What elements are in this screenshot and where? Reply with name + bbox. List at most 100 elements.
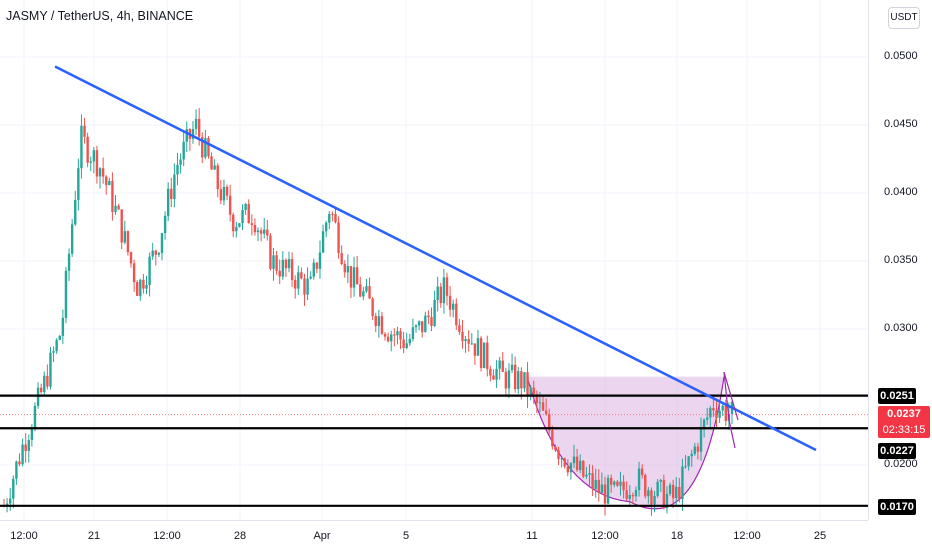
candle-body — [315, 262, 319, 269]
price-tick: 0.0200 — [884, 458, 918, 470]
candle-body — [538, 402, 542, 404]
candle-body — [486, 342, 489, 369]
candle-body — [687, 456, 690, 467]
time-tick: Apr — [313, 530, 331, 542]
candle-body — [148, 256, 151, 286]
candle-body — [259, 230, 263, 234]
candle-body — [644, 474, 647, 497]
candle-body — [572, 456, 576, 464]
candle-body — [294, 280, 297, 289]
candle-body — [390, 334, 393, 342]
chart-area[interactable] — [0, 0, 868, 520]
candle-body — [709, 408, 712, 418]
time-tick: 18 — [670, 530, 684, 542]
candle-body — [334, 214, 337, 223]
candle-body — [318, 252, 322, 269]
candle-body — [557, 450, 560, 460]
candle-body — [560, 458, 563, 460]
candle-body — [386, 336, 390, 342]
candle-body — [247, 204, 250, 224]
candle-body — [517, 371, 520, 390]
candle-body — [67, 253, 71, 271]
candle-body — [33, 405, 37, 430]
candle-body — [197, 118, 201, 137]
candle-body — [18, 461, 21, 465]
candle-body — [448, 295, 452, 310]
candle-body — [594, 479, 597, 489]
candle-body — [30, 429, 34, 440]
candle-body — [24, 444, 27, 451]
candle-body — [225, 186, 229, 196]
candle-body — [238, 223, 241, 227]
candle-body — [80, 125, 83, 169]
candle-body — [628, 495, 631, 499]
candle-body — [235, 226, 238, 232]
time-axis[interactable] — [0, 520, 868, 551]
candle-body — [566, 466, 570, 473]
candle-body — [272, 255, 275, 269]
price-tick: 0.0400 — [884, 186, 918, 198]
candle-body — [173, 174, 176, 200]
candle-body — [417, 321, 421, 326]
candle-body — [213, 165, 216, 170]
candle-body — [482, 342, 486, 368]
candle-body — [287, 259, 291, 269]
candle-body — [129, 252, 133, 264]
candle-body — [201, 136, 204, 158]
candle-body — [408, 338, 412, 344]
candle-body — [337, 222, 340, 254]
candle-body — [43, 375, 46, 393]
candle-body — [712, 408, 715, 411]
candle-body — [383, 333, 387, 337]
candle-body — [300, 272, 303, 279]
candle-body — [424, 315, 427, 333]
candle-body — [718, 410, 721, 418]
candle-body — [563, 458, 566, 467]
candle-body — [702, 419, 706, 427]
price-tick: 0.0500 — [884, 50, 918, 62]
candle-body — [8, 498, 12, 504]
candle-body — [101, 168, 105, 177]
price-chart[interactable] — [0, 0, 868, 520]
price-axis[interactable] — [868, 0, 932, 520]
level-tag-middle: 0.0227 — [878, 443, 916, 459]
candle-body — [507, 370, 511, 389]
candle-body — [12, 478, 15, 499]
candle-body — [36, 387, 40, 406]
candle-body — [132, 263, 136, 283]
candle-body — [501, 360, 504, 372]
candle-body — [343, 263, 346, 273]
candle-body — [86, 136, 89, 163]
candle-body — [430, 317, 433, 326]
candle-body — [706, 417, 709, 420]
candle-body — [439, 286, 442, 304]
candle-body — [681, 466, 684, 500]
price-tick: 0.0300 — [884, 322, 918, 334]
candle-body — [266, 229, 269, 236]
candle-body — [328, 214, 331, 223]
candle-body — [244, 204, 247, 210]
candle-body — [489, 368, 492, 376]
candle-body — [396, 331, 399, 336]
candle-body — [269, 235, 272, 269]
candle-body — [182, 141, 185, 160]
candle-body — [606, 477, 610, 504]
currency-button[interactable]: USDT — [888, 7, 920, 29]
candle-body — [600, 484, 604, 493]
candle-body — [185, 129, 188, 142]
candle-body — [591, 473, 594, 489]
candle-body — [108, 181, 111, 186]
candle-body — [179, 159, 182, 165]
candle-body — [597, 479, 600, 493]
candle-body — [278, 270, 281, 277]
time-tick: 11 — [526, 530, 538, 542]
candle-body — [656, 481, 659, 496]
time-tick: 5 — [402, 530, 410, 542]
candle-body — [83, 125, 86, 137]
candle-body — [671, 484, 675, 499]
candle-body — [89, 161, 92, 163]
candle-body — [346, 266, 350, 273]
candle-body — [696, 446, 700, 452]
candle-body — [634, 490, 638, 497]
candle-body — [585, 474, 588, 477]
